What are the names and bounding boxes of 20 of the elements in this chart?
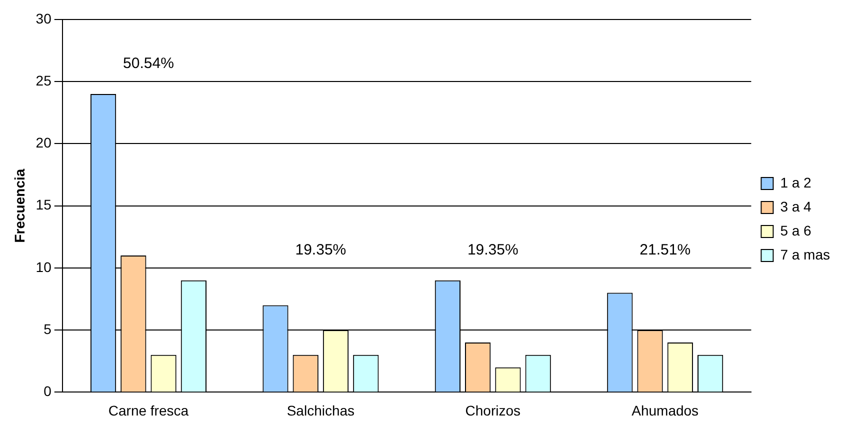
y-tick-label: 10 — [36, 258, 52, 275]
legend-label: 3 a 4 — [780, 198, 812, 214]
x-tick-label: Salchichas — [286, 402, 355, 418]
annotation: 21.51% — [640, 242, 691, 258]
y-tick-label: 20 — [36, 134, 52, 151]
legend-label: 1 a 2 — [780, 174, 812, 190]
y-tick-label: 30 — [36, 10, 52, 26]
legend-label: 7 a mas — [780, 246, 830, 262]
x-tick-label: Carne fresca — [108, 402, 189, 418]
legend-label: 5 a 6 — [780, 222, 812, 238]
y-tick-label: 25 — [36, 72, 52, 88]
y-axis-title: Frecuencia — [11, 168, 28, 243]
y-tick-label: 15 — [36, 196, 52, 213]
annotation: 50.54% — [123, 55, 174, 72]
annotation: 19.35% — [295, 242, 346, 258]
y-tick-label: 0 — [44, 383, 52, 400]
x-tick-label: Chorizos — [465, 402, 521, 418]
x-tick-label: Ahumados — [632, 402, 699, 418]
y-tick-label: 5 — [44, 320, 52, 337]
annotation: 19.35% — [467, 242, 518, 258]
